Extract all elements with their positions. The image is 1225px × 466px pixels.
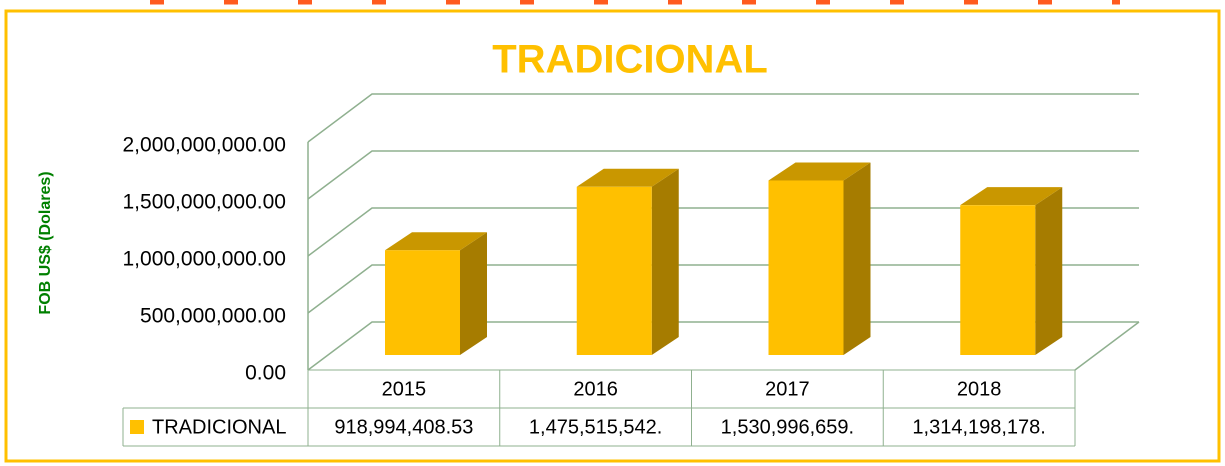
bar [768,162,871,355]
grid-line [307,93,1139,143]
y-tick-label: 500,000,000.00 [140,305,286,328]
axis-edge [1074,321,1140,371]
data-label: 1,475,515,542. [529,416,662,438]
bar-side [460,232,487,355]
grid-line [307,264,1139,314]
bar [385,232,487,355]
chart-frame [4,9,1221,463]
bar-front [960,205,1036,355]
bar-side [1035,187,1063,355]
bar-top [768,162,871,181]
legend-swatch [130,420,144,434]
grid-line [307,150,1139,200]
y-tick-label: 1,500,000,000.00 [123,191,287,214]
bar-top [385,232,487,251]
data-label: 1,314,198,178. [912,416,1045,438]
bar-front [576,186,652,355]
x-tick-label: 2015 [382,378,427,400]
bar-side [651,168,679,355]
data-label: 1,530,996,659. [721,416,854,438]
bar-front [768,180,844,355]
x-tick-label: 2017 [765,378,810,400]
bar-side [843,162,871,355]
y-tick-label: 1,000,000,000.00 [123,248,287,271]
bar-top [576,168,679,187]
x-tick-label: 2018 [957,378,1002,400]
data-label: 918,994,408.53 [334,416,473,438]
chart-title: TRADICIONAL [492,38,768,82]
y-tick-label: 2,000,000,000.00 [123,134,287,157]
grid-line [307,321,1139,371]
bar-front [385,250,460,355]
bar [960,187,1063,355]
grid-line [307,207,1139,257]
x-tick-label: 2016 [573,378,618,400]
y-tick-label: 0.00 [245,362,286,385]
bar-top [960,187,1063,206]
bar [576,168,679,355]
legend-label: TRADICIONAL [152,416,286,438]
y-axis-label: FOB US$ (Dolares) [37,171,54,314]
